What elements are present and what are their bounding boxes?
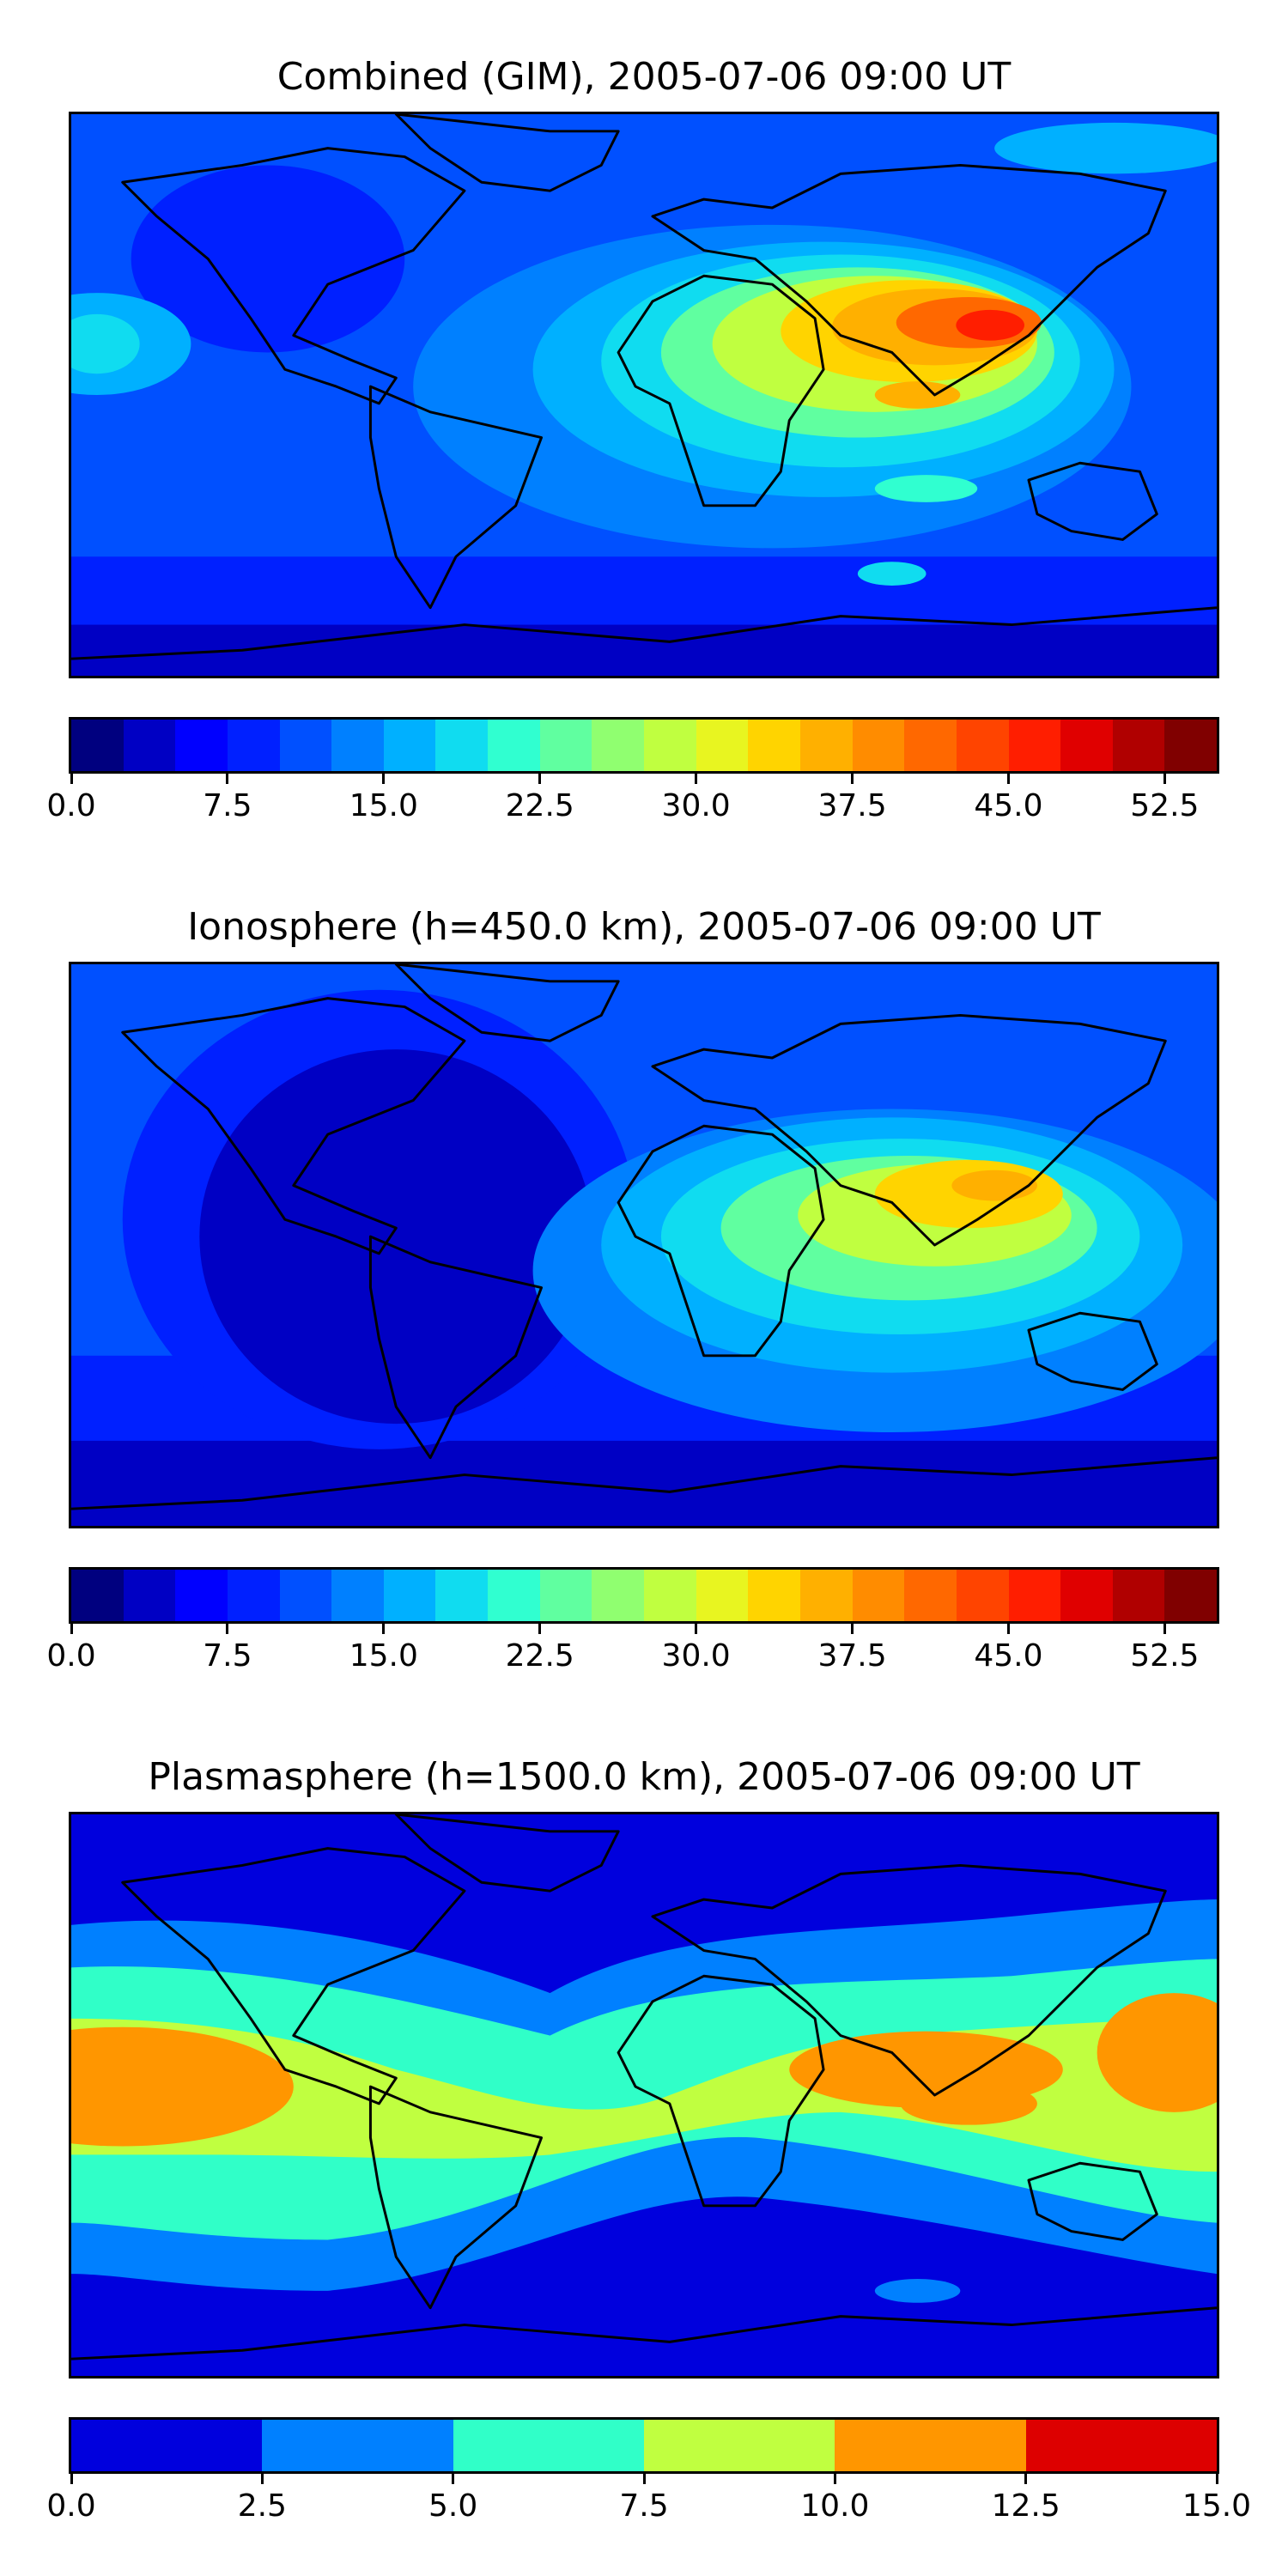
colorbar-segment — [1060, 1570, 1113, 1621]
colorbar-segment — [1112, 720, 1165, 771]
colorbar-segment — [852, 1570, 905, 1621]
colorbar-tick-label: 0.0 — [46, 1638, 96, 1674]
tec-map-ionosphere — [69, 962, 1219, 1528]
colorbar-tick-label: 0.0 — [46, 2488, 96, 2524]
colorbar-tick-label: 45.0 — [974, 1638, 1043, 1674]
colorbar-segment — [852, 720, 905, 771]
colorbar-segment — [435, 720, 489, 771]
colorbar-segment — [175, 720, 228, 771]
colorbar-segment — [835, 2420, 1026, 2471]
tec-map-combined — [69, 112, 1219, 678]
colorbar-tick-label: 45.0 — [974, 788, 1043, 823]
colorbar-segment — [279, 1570, 332, 1621]
panel-title: Combined (GIM), 2005-07-06 09:00 UT — [276, 55, 1012, 99]
colorbar-segment — [592, 720, 645, 771]
colorbar-tick-label: 37.5 — [817, 788, 887, 823]
colorbar-segment — [383, 720, 436, 771]
colorbar-segment — [904, 720, 957, 771]
colorbar-segment — [262, 2420, 453, 2471]
colorbar-ticks: 0.0 7.5 15.0 22.5 30.0 37.5 45.0 52.5 — [46, 1624, 1219, 1675]
map-svg — [71, 1814, 1217, 2376]
colorbar-segment — [227, 1570, 280, 1621]
colorbar-segment — [488, 1570, 540, 1621]
colorbar-tick-label: 22.5 — [505, 788, 574, 823]
colorbar-segment — [904, 1570, 957, 1621]
colorbar-tick-label: 2.5 — [237, 2488, 287, 2524]
panel-title: Ionosphere (h=450.0 km), 2005-07-06 09:0… — [187, 905, 1101, 949]
colorbar-segment — [956, 720, 1009, 771]
colorbar-segment — [696, 1570, 749, 1621]
colorbar-segment — [799, 1570, 853, 1621]
colorbar — [69, 2417, 1219, 2474]
colorbar-segment — [123, 720, 176, 771]
colorbar-segment — [453, 2420, 644, 2471]
tec-map-plasmasphere — [69, 1812, 1219, 2379]
colorbar-segment — [1164, 720, 1218, 771]
colorbar-segment — [488, 720, 540, 771]
colorbar-segment — [799, 720, 853, 771]
colorbar-tick-label: 12.5 — [991, 2488, 1060, 2524]
colorbar-ticks: 0.0 2.5 5.0 7.5 10.0 12.5 15.0 — [46, 2474, 1251, 2525]
colorbar-segment — [644, 720, 696, 771]
colorbar-segment — [644, 1570, 696, 1621]
colorbar-segment — [331, 1570, 384, 1621]
colorbar-segment — [331, 720, 384, 771]
colorbar-segment — [1025, 2420, 1217, 2471]
colorbar-segment — [1164, 1570, 1218, 1621]
colorbar-tick-label: 30.0 — [661, 788, 731, 823]
colorbar-tick-label: 37.5 — [817, 1638, 887, 1674]
colorbar-tick-label: 15.0 — [349, 1638, 418, 1674]
colorbar-segment — [435, 1570, 489, 1621]
colorbar-segment — [71, 1570, 124, 1621]
colorbar-tick-label: 30.0 — [661, 1638, 731, 1674]
colorbar-segment — [539, 720, 592, 771]
colorbar — [69, 1567, 1219, 1624]
colorbar-segment — [539, 1570, 592, 1621]
colorbar-segment — [592, 1570, 645, 1621]
colorbar-tick-label: 5.0 — [428, 2488, 478, 2524]
colorbar-segment — [1008, 720, 1061, 771]
map-svg — [71, 964, 1217, 1526]
colorbar-segment — [748, 720, 800, 771]
colorbar-tick-label: 52.5 — [1130, 1638, 1200, 1674]
colorbar-tick-label: 15.0 — [349, 788, 418, 823]
colorbar-tick-label: 22.5 — [505, 1638, 574, 1674]
colorbar-segment — [748, 1570, 800, 1621]
colorbar-segment — [175, 1570, 228, 1621]
colorbar-tick-label: 52.5 — [1130, 788, 1200, 823]
colorbar-ticks: 0.0 7.5 15.0 22.5 30.0 37.5 45.0 52.5 — [46, 774, 1219, 825]
colorbar-segment — [1008, 1570, 1061, 1621]
map-svg — [71, 114, 1217, 676]
colorbar-segment — [1060, 720, 1113, 771]
colorbar-segment — [279, 720, 332, 771]
colorbar-segment — [956, 1570, 1009, 1621]
colorbar-tick-label: 7.5 — [203, 1638, 252, 1674]
colorbar-segment — [227, 720, 280, 771]
colorbar-tick-label: 15.0 — [1182, 2488, 1252, 2524]
colorbar-segment — [383, 1570, 436, 1621]
colorbar-segment — [696, 720, 749, 771]
colorbar-tick-label: 10.0 — [800, 2488, 870, 2524]
colorbar-segment — [1112, 1570, 1165, 1621]
colorbar-segment — [643, 2420, 835, 2471]
colorbar-tick-label: 7.5 — [203, 788, 252, 823]
colorbar — [69, 717, 1219, 774]
colorbar-tick-label: 7.5 — [619, 2488, 669, 2524]
colorbar-segment — [123, 1570, 176, 1621]
colorbar-segment — [71, 720, 124, 771]
colorbar-tick-label: 0.0 — [46, 788, 96, 823]
panel-title: Plasmasphere (h=1500.0 km), 2005-07-06 0… — [148, 1755, 1140, 1799]
colorbar-segment — [71, 2420, 263, 2471]
